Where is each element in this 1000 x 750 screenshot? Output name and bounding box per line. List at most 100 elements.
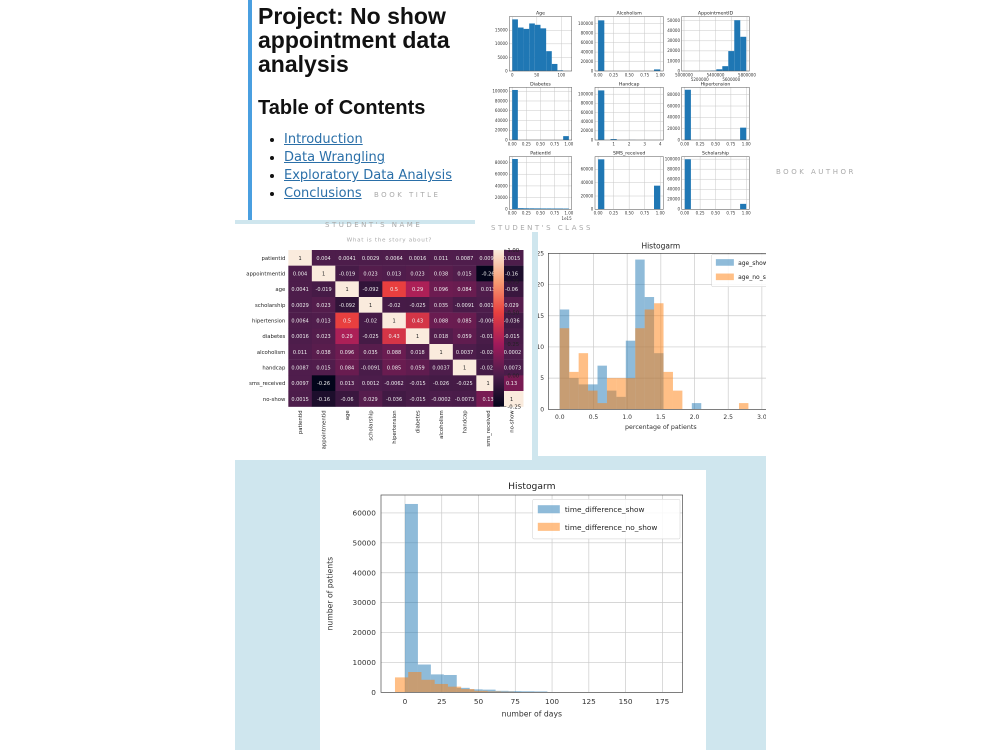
heatmap-cell	[429, 391, 453, 407]
toc-link-eda[interactable]: Exploratory Data Analysis	[284, 168, 452, 183]
heatmap-cell-label: 0.035	[434, 303, 448, 309]
subplot-title: AppointmentID	[698, 11, 734, 17]
heatmap-cell	[311, 328, 336, 345]
subplot-title: PatientId	[530, 151, 551, 157]
heatmap-cell-label: -0.025	[410, 303, 426, 309]
toc-link-introduction[interactable]: Introduction	[284, 132, 363, 147]
x-tick-label: 0.25	[696, 211, 705, 216]
heatmap-cell-label: -0.019	[339, 272, 355, 278]
heatmap-cell	[499, 250, 524, 266]
y-tick-label: 40000	[353, 568, 377, 577]
subplot-patientid: 0.00 0.25 0.50 0.75 1.00 0 20000 40000 60000 8000…	[495, 151, 574, 221]
y-tick-label: 100000	[578, 92, 594, 97]
heatmap-cell	[429, 328, 453, 345]
histogram-bar-age-no-show	[738, 403, 749, 410]
heatmap-col-label: no-show	[510, 410, 516, 433]
heatmap-cell-label: 0.0087	[456, 256, 474, 262]
subplot-handcap: 0 1 2 3 4 0 20000 40000 60000 80000 100000 Handcap	[578, 81, 664, 146]
subplot-scholarship: 0.00 0.25 0.50 0.75 1.00 0 20000 40000 60000 8000…	[665, 151, 751, 216]
heatmap-cell	[405, 375, 430, 392]
x-tick-label: 5200000	[691, 77, 709, 82]
heatmap-row-label: age	[275, 287, 285, 293]
x-tick-label: 1.00	[564, 211, 573, 216]
heatmap-cell-label: 0.085	[457, 319, 471, 325]
legend-label: age_no_show	[738, 274, 766, 281]
x-tick-label: 5800000	[738, 72, 756, 77]
x-tick-label: 1.00	[742, 141, 751, 146]
histogram-bar	[517, 208, 524, 210]
heatmap-cell-label: 0.0016	[291, 334, 309, 340]
heatmap-cell	[335, 391, 359, 407]
toc-link-conclusions[interactable]: Conclusions	[284, 186, 362, 201]
heatmap-cell-label: -0.02	[364, 319, 377, 325]
heatmap-row-label: sms_received	[249, 381, 285, 387]
chart-title: Histogarm	[508, 481, 555, 492]
heatmap-cell	[429, 297, 453, 313]
subplot-title: Diabetes	[530, 81, 551, 87]
age-histogram-chart: 0.0 0.5 1.0 1.5 2.0 2.5 3.0 0 5 10 15 20 25 Histogarm…	[538, 242, 766, 431]
heatmap-cell	[499, 281, 524, 298]
heatmap-col-label: handcap	[463, 410, 469, 434]
histogram-bar-time-difference-show	[508, 691, 522, 693]
heatmap-cell	[288, 250, 312, 266]
watermark-book-title: BOOK TITLE	[374, 191, 441, 199]
heatmap-cell	[335, 375, 359, 392]
plot-frame	[594, 87, 664, 141]
heatmap-cell	[288, 391, 312, 407]
heatmap-cell-label: 0.015	[457, 272, 471, 278]
histogram-bar-time-difference-no-show	[461, 689, 475, 693]
y-tick-label: 0	[505, 68, 508, 73]
heatmap-cell	[452, 344, 477, 360]
heatmap-cell	[452, 265, 477, 282]
histogram-bar	[546, 208, 552, 210]
page-title: Project: No show appointment data analys…	[258, 3, 450, 77]
y-tick-label: 40000	[581, 180, 594, 185]
x-tick-label: 0.50	[625, 72, 634, 77]
heatmap-col-label: scholarship	[369, 410, 375, 441]
y-tick-label: 60000	[667, 103, 680, 108]
histogram-bar-age-no-show	[597, 403, 607, 410]
heatmap-cell-label: 0.004	[293, 272, 307, 278]
x-tick-label: 125	[582, 697, 596, 706]
histogram-bar-age-no-show	[663, 371, 673, 410]
heatmap-cell-label: 0.0016	[409, 256, 427, 262]
histogram-bar-age-no-show	[625, 378, 636, 410]
heatmap-cell-label: 0.13	[506, 381, 517, 387]
plot-frame	[509, 156, 572, 210]
x-tick-label: 0.75	[726, 141, 735, 146]
y-tick-label: 0	[591, 207, 594, 212]
heatmap-cell-label: 0.0015	[503, 256, 521, 262]
heatmap-cell	[405, 297, 430, 313]
y-tick-label: 50000	[667, 18, 680, 23]
y-tick-label: 0	[677, 207, 680, 212]
toc-link-data-wrangling[interactable]: Data Wrangling	[284, 150, 385, 165]
heatmap-cell	[288, 344, 312, 360]
y-tick-label: 15000	[495, 28, 508, 33]
subplot-title: Scholarship	[702, 151, 729, 157]
heatmap-cell-label: 0.011	[434, 256, 448, 262]
heatmap-cell-label: 0.0041	[338, 256, 356, 262]
heatmap-cell-label: -0.02	[388, 303, 401, 309]
y-tick-label: 80000	[581, 101, 594, 106]
y-tick-label: 0	[677, 137, 680, 142]
heatmap-cell-label: 1	[510, 397, 513, 403]
heatmap-cell	[335, 328, 359, 345]
x-tick-label: 50	[474, 697, 484, 706]
heatmap-cell	[288, 375, 312, 392]
x-tick-label: 4	[659, 141, 662, 146]
y-tick-label: 80000	[495, 98, 508, 103]
heatmap-cell	[405, 344, 430, 360]
heatmap-cell	[499, 391, 524, 407]
heatmap-cell-label: 0.084	[457, 287, 471, 293]
histogram-bar-time-difference-no-show	[487, 691, 501, 693]
heatmap-cell-label: -0.092	[363, 287, 379, 293]
heatmap-cell	[405, 265, 430, 282]
y-tick-label: 100000	[665, 157, 681, 162]
heatmap-cell	[429, 344, 453, 360]
heatmap-cell-label: 1	[392, 319, 395, 325]
heatmap-cell-label: 0.0097	[291, 381, 309, 387]
heatmap-row-label: patientid	[262, 256, 286, 262]
heatmap-cell	[358, 391, 383, 407]
heatmap-cell-label: -0.0073	[455, 397, 474, 403]
